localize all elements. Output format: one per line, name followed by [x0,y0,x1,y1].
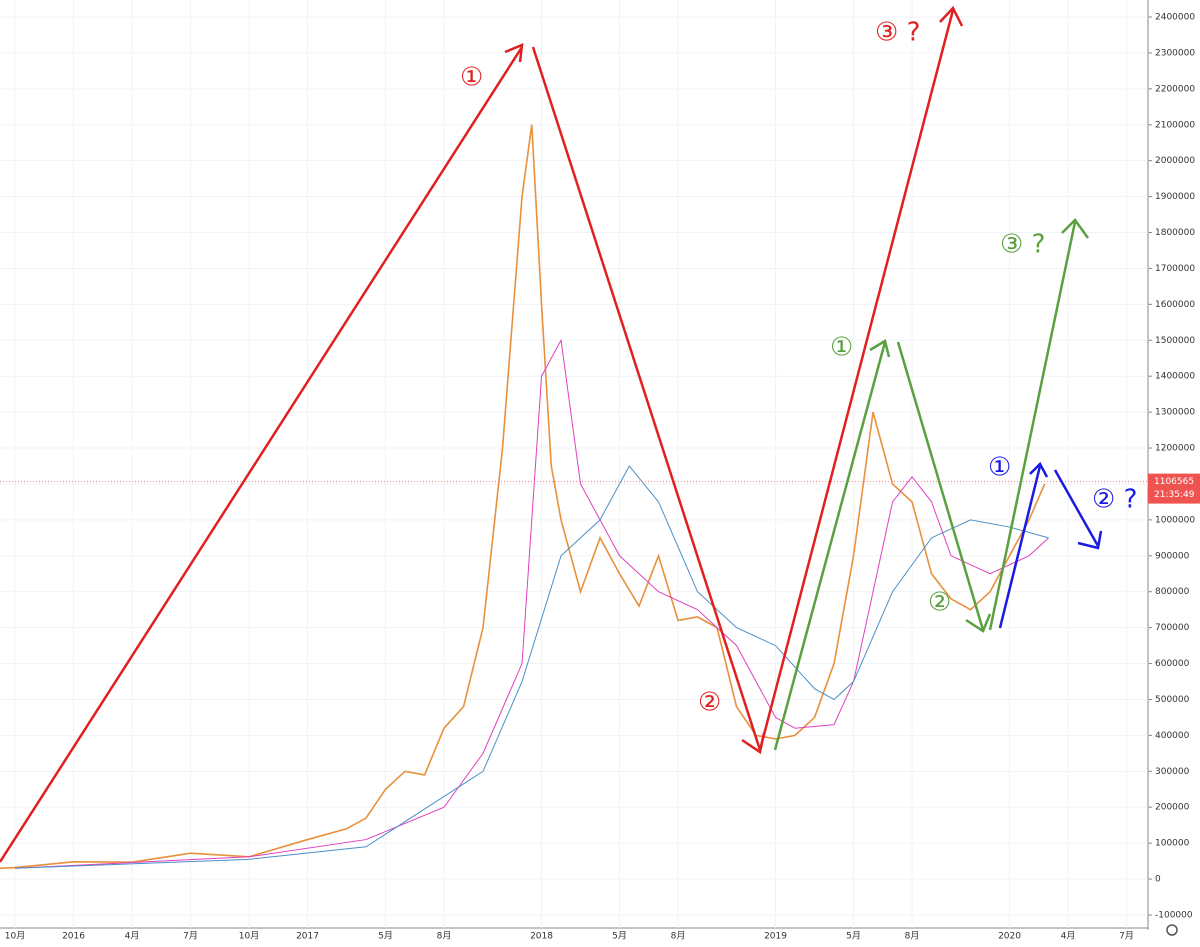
y-tick-label: 2400000 [1155,13,1195,23]
y-tick-label: 2200000 [1155,84,1195,94]
series-line [14,338,1049,869]
x-tick-label: 8月 [671,931,686,942]
trend-line [0,46,524,863]
time-label: 21:35:49 [1154,490,1195,500]
series-line [14,465,1049,869]
y-tick-label: 300000 [1155,767,1190,777]
trend-line [896,341,985,631]
y-tick-label: 200000 [1155,803,1190,813]
x-tick-label: 4月 [125,931,140,942]
y-tick-label: 1900000 [1155,192,1195,202]
trend-line [773,341,887,751]
y-tick-label: 2100000 [1155,120,1195,130]
series-line [0,124,1046,870]
price-box [1148,473,1200,504]
arrow-head [504,43,524,63]
y-tick-label: 900000 [1155,551,1190,561]
trend-line [998,465,1042,629]
y-tick-label: 1200000 [1155,444,1195,454]
x-tick-label: 2020 [998,932,1021,942]
annotation: ① [988,453,1011,483]
x-tick-label: 8月 [905,931,920,942]
arrow-head [869,339,891,358]
y-tick-label: 1700000 [1155,264,1195,274]
y-tick-label: -100000 [1155,911,1193,921]
x-tick-label: 10月 [239,931,259,942]
trend-line [758,9,955,751]
x-tick-label: 2018 [530,932,553,942]
y-tick-label: 0 [1155,875,1161,885]
y-tick-label: 1400000 [1155,372,1195,382]
plot [0,0,1148,928]
y-tick-label: 500000 [1155,695,1190,705]
annotation: ② [928,588,951,618]
price-label: 1106565 [1154,477,1194,487]
y-tick-label: 1500000 [1155,336,1195,346]
arrow-head [1029,461,1049,478]
x-tick-label: 5月 [846,931,861,942]
annotation: ① [830,333,853,363]
arrow-head [939,5,964,27]
annotation: ① [460,63,483,93]
x-tick-label: 5月 [378,931,393,942]
annotation: ② ? [1092,485,1137,515]
arrow-head [1077,530,1103,550]
x-tick-label: 8月 [437,931,452,942]
annotation: ③ ? [1000,230,1045,260]
trend-line [1053,469,1100,547]
x-tick-label: 2019 [764,932,787,942]
y-tick-label: 700000 [1155,623,1190,633]
trend-line [531,46,762,751]
annotation: ② [698,688,721,718]
arrow-head [1061,218,1090,239]
y-tick-label: 400000 [1155,731,1190,741]
y-tick-label: 1000000 [1155,515,1195,525]
annotation: ③ ? [875,18,920,48]
x-tick-label: 10月 [5,931,25,942]
x-tick-label: 7月 [183,931,198,942]
y-tick-label: 100000 [1155,839,1190,849]
drawings [0,5,1103,863]
x-tick-label: 4月 [1061,931,1076,942]
y-tick-label: 800000 [1155,587,1190,597]
x-tick-label: 2017 [296,932,319,942]
x-tick-label: 2016 [62,932,85,942]
y-tick-label: 1600000 [1155,300,1195,310]
y-tick-label: 2000000 [1155,156,1195,166]
y-tick-label: 2300000 [1155,48,1195,58]
x-tick-label: 7月 [1119,931,1134,942]
y-tick-label: 600000 [1155,659,1190,669]
trend-line [988,221,1077,631]
y-tick-label: 1300000 [1155,408,1195,418]
axis-bg [1148,0,1200,943]
settings-icon[interactable] [1166,924,1178,936]
y-tick-label: 1800000 [1155,228,1195,238]
x-tick-label: 5月 [612,931,627,942]
arrow-head [965,613,992,633]
